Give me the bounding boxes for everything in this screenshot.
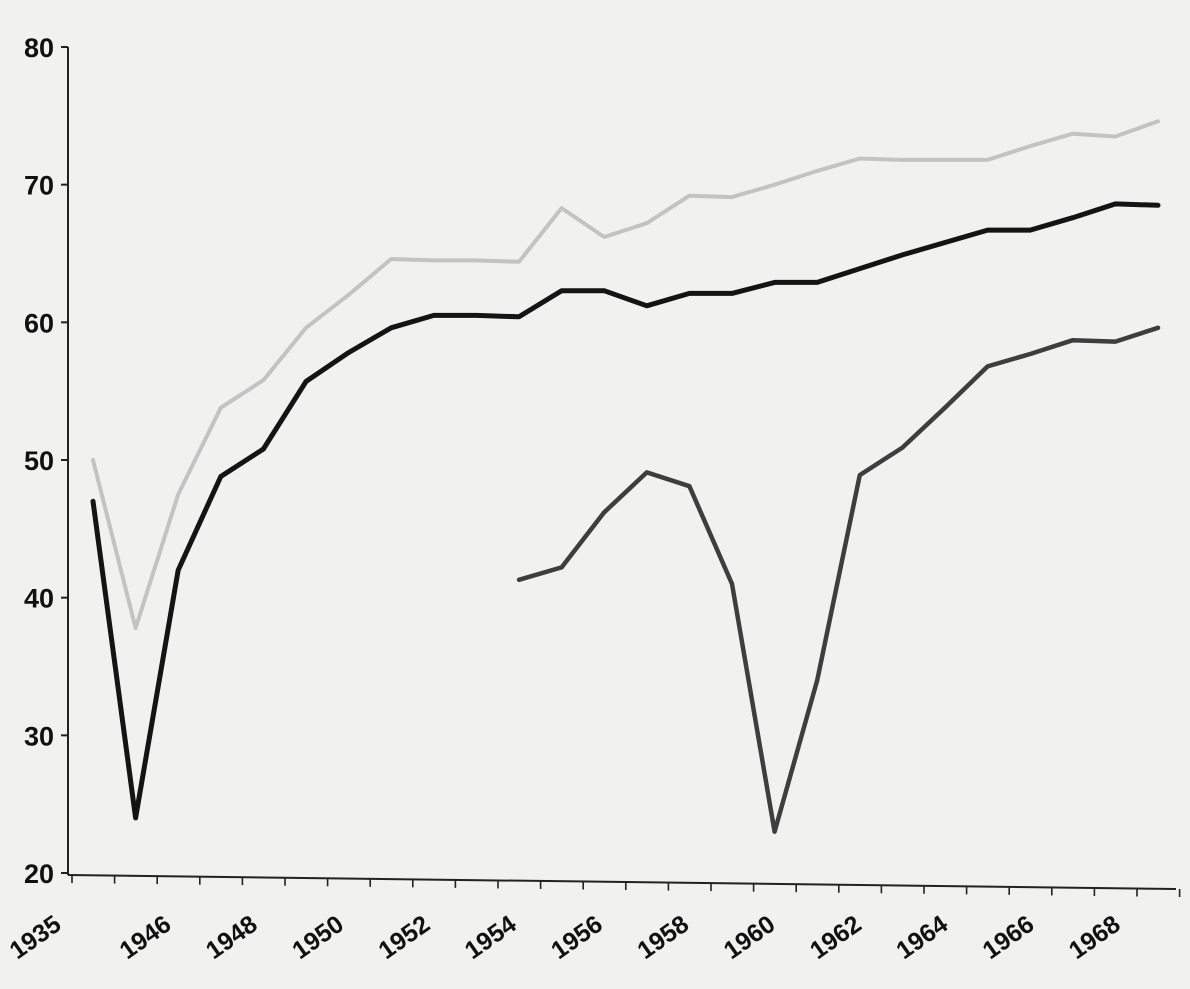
y-tick-label: 50 (24, 446, 54, 476)
data-point-black (687, 291, 691, 295)
data-point-light (219, 406, 223, 410)
data-point-black (389, 326, 393, 330)
data-point-dark-grey (900, 446, 904, 450)
data-point-light (1113, 135, 1117, 139)
data-point-black (1028, 228, 1032, 232)
data-point-light (986, 158, 990, 162)
y-tick-label: 30 (24, 721, 54, 751)
y-tick-label: 40 (24, 584, 54, 614)
data-point-light (389, 257, 393, 261)
data-point-black (815, 280, 819, 284)
data-point-black (176, 568, 180, 572)
data-point-dark-grey (687, 484, 691, 488)
data-point-dark-grey (986, 364, 990, 368)
data-point-black (986, 228, 990, 232)
data-point-dark-grey (517, 578, 521, 582)
data-point-light (474, 258, 478, 262)
data-point-dark-grey (602, 510, 606, 514)
data-point-light (730, 195, 734, 199)
data-point-light (347, 293, 351, 297)
data-point-dark-grey (730, 582, 734, 586)
data-point-dark-grey (645, 470, 649, 474)
data-point-dark-grey (1028, 352, 1032, 356)
data-point-light (900, 158, 904, 162)
data-point-black (602, 289, 606, 293)
data-point-black (1156, 203, 1160, 207)
series-line-dark-grey (516, 325, 1161, 834)
data-point-black (560, 289, 564, 293)
data-point-black (730, 291, 734, 295)
data-point-black (943, 241, 947, 245)
data-point-black (261, 447, 265, 451)
data-point-black (347, 351, 351, 355)
data-point-black (219, 475, 223, 479)
data-point-light (261, 378, 265, 382)
data-point-black (432, 313, 436, 317)
data-point-dark-grey (1071, 338, 1075, 342)
data-point-black (900, 253, 904, 257)
data-point-light (91, 458, 95, 462)
data-point-black (1113, 202, 1117, 206)
y-tick-label: 20 (24, 859, 54, 889)
series-line-light (91, 119, 1160, 630)
y-tick-label: 70 (24, 171, 54, 201)
data-point-black (304, 380, 308, 384)
data-point-dark-grey (1113, 340, 1117, 344)
data-point-light (815, 169, 819, 173)
data-point-black (474, 313, 478, 317)
y-tick-label: 80 (24, 33, 54, 63)
data-point-black (517, 315, 521, 319)
data-point-black (134, 816, 138, 820)
data-point-light (858, 157, 862, 161)
data-point-light (432, 258, 436, 262)
data-point-dark-grey (858, 473, 862, 477)
data-point-dark-grey (815, 678, 819, 682)
data-point-light (687, 194, 691, 198)
data-point-light (773, 183, 777, 187)
data-point-light (1071, 132, 1075, 136)
data-point-black (858, 267, 862, 271)
data-point-light (176, 492, 180, 496)
data-point-light (517, 260, 521, 264)
data-point-black (91, 499, 95, 503)
data-point-light (1156, 119, 1160, 123)
data-point-light (943, 158, 947, 162)
y-tick-label: 60 (24, 308, 54, 338)
series-line-black (90, 201, 1161, 821)
data-point-black (773, 280, 777, 284)
data-point-light (602, 235, 606, 239)
data-point-dark-grey (1156, 326, 1160, 330)
data-point-light (134, 626, 138, 630)
data-point-light (645, 221, 649, 225)
data-point-black (1071, 216, 1075, 220)
data-point-light (304, 326, 308, 330)
data-point-dark-grey (773, 830, 777, 834)
data-point-black (645, 304, 649, 308)
series-layer (90, 119, 1161, 834)
data-point-dark-grey (943, 406, 947, 410)
data-point-dark-grey (560, 565, 564, 569)
data-point-light (560, 206, 564, 210)
x-axis-line (67, 874, 1177, 890)
data-point-light (1028, 144, 1032, 148)
